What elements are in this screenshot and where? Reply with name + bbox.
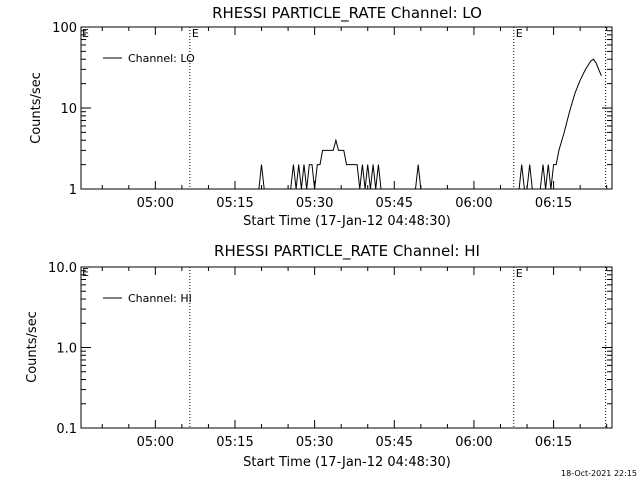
x-tick-label: 06:15 bbox=[535, 196, 572, 211]
render-timestamp: 18-Oct-2021 22:15 bbox=[561, 469, 637, 478]
left-flag-label: E bbox=[82, 266, 89, 279]
series-line bbox=[81, 58, 602, 190]
x-tick-label: 05:45 bbox=[376, 196, 413, 211]
y-tick-label: 1.0 bbox=[56, 342, 77, 357]
legend-label: Channel: HI bbox=[128, 292, 192, 305]
x-tick-label: 06:00 bbox=[455, 196, 492, 211]
x-tick-label: 05:45 bbox=[376, 435, 413, 450]
y-tick-label: 10 bbox=[60, 102, 77, 117]
y-tick-label: 0.1 bbox=[56, 422, 77, 437]
x-tick-label: 06:15 bbox=[535, 435, 572, 450]
chart-title: RHESSI PARTICLE_RATE Channel: HI bbox=[214, 242, 480, 261]
y-axis-label: Counts/sec bbox=[25, 311, 40, 383]
x-tick-label: 05:15 bbox=[216, 435, 253, 450]
x-tick-label: 05:00 bbox=[137, 435, 174, 450]
flag-label: E bbox=[192, 27, 199, 40]
x-axis-label: Start Time (17-Jan-12 04:48:30) bbox=[243, 214, 451, 229]
x-tick-label: 05:30 bbox=[296, 435, 333, 450]
y-tick-label: 10.0 bbox=[48, 261, 77, 276]
x-tick-label: 05:15 bbox=[216, 196, 253, 211]
left-flag-label: E bbox=[82, 27, 89, 40]
x-tick-label: 06:00 bbox=[455, 435, 492, 450]
y-axis-label: Counts/sec bbox=[29, 72, 44, 144]
y-tick-label: 1 bbox=[69, 183, 77, 198]
flag-label: E bbox=[516, 267, 523, 280]
x-tick-label: 05:30 bbox=[296, 196, 333, 211]
chart-panel-lo: RHESSI PARTICLE_RATE Channel: LO Counts/… bbox=[29, 4, 613, 229]
legend-label: Channel: LO bbox=[128, 52, 195, 65]
y-tick-label: 100 bbox=[52, 21, 77, 36]
chart-title: RHESSI PARTICLE_RATE Channel: LO bbox=[212, 4, 482, 23]
x-axis-label: Start Time (17-Jan-12 04:48:30) bbox=[243, 455, 451, 470]
chart-panel-hi: RHESSI PARTICLE_RATE Channel: HI Counts/… bbox=[25, 242, 613, 470]
flag-label: E bbox=[516, 27, 523, 40]
x-tick-label: 05:00 bbox=[137, 196, 174, 211]
